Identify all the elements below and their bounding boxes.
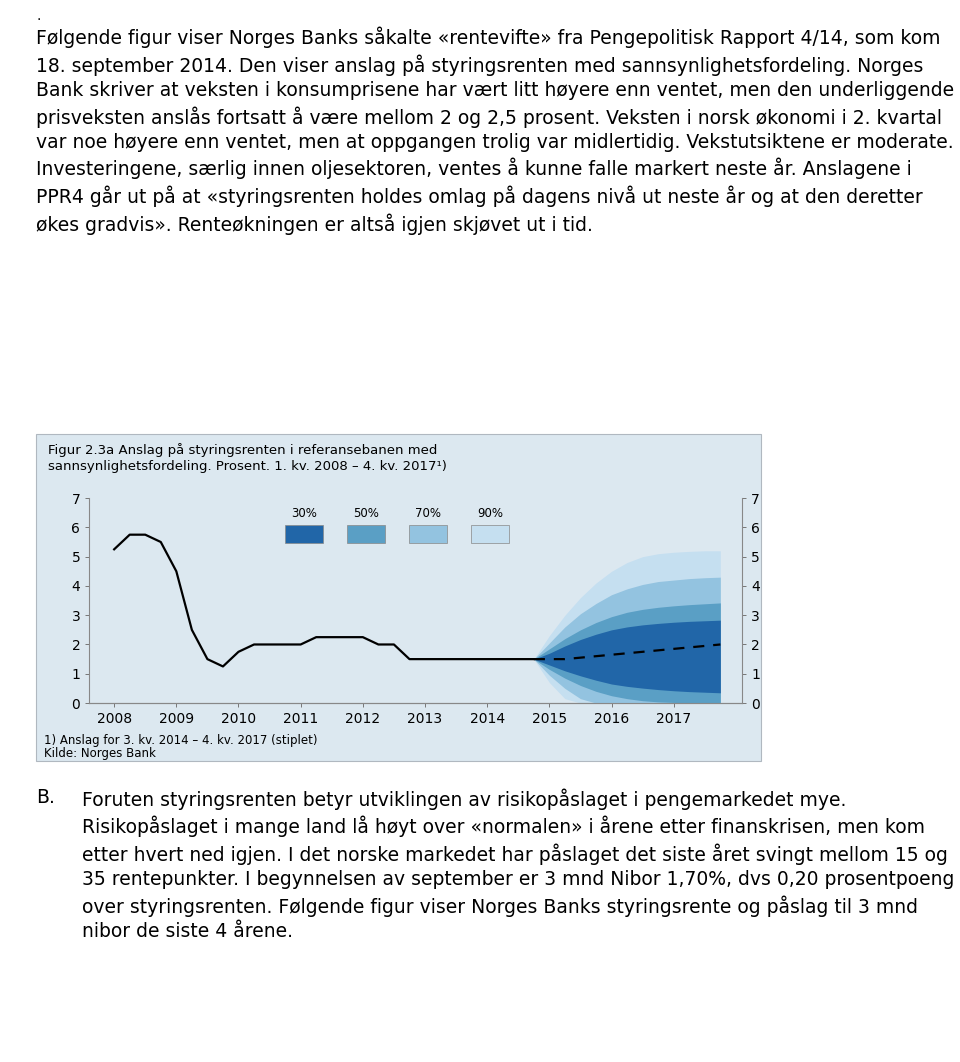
Text: Kilde: Norges Bank: Kilde: Norges Bank [44,747,156,759]
Text: 30%: 30% [291,507,317,519]
Text: Figur 2.3a Anslag på styringsrenten i referansebanen med
sannsynlighetsfordeling: Figur 2.3a Anslag på styringsrenten i re… [48,443,446,473]
Text: Følgende figur viser Norges Banks såkalte «rentevifte» fra Pengepolitisk Rapport: Følgende figur viser Norges Banks såkalt… [36,27,954,235]
FancyBboxPatch shape [471,525,509,543]
Text: Foruten styringsrenten betyr utviklingen av risikopåslaget i pengemarkedet mye. : Foruten styringsrenten betyr utviklingen… [82,788,954,941]
Text: ·: · [36,13,41,27]
Text: 1) Anslag for 3. kv. 2014 – 4. kv. 2017 (stiplet): 1) Anslag for 3. kv. 2014 – 4. kv. 2017 … [44,734,318,747]
Text: 90%: 90% [477,507,503,519]
Text: 70%: 70% [415,507,441,519]
Text: B.: B. [36,788,56,807]
FancyBboxPatch shape [409,525,447,543]
FancyBboxPatch shape [285,525,323,543]
Text: 50%: 50% [353,507,379,519]
FancyBboxPatch shape [348,525,385,543]
